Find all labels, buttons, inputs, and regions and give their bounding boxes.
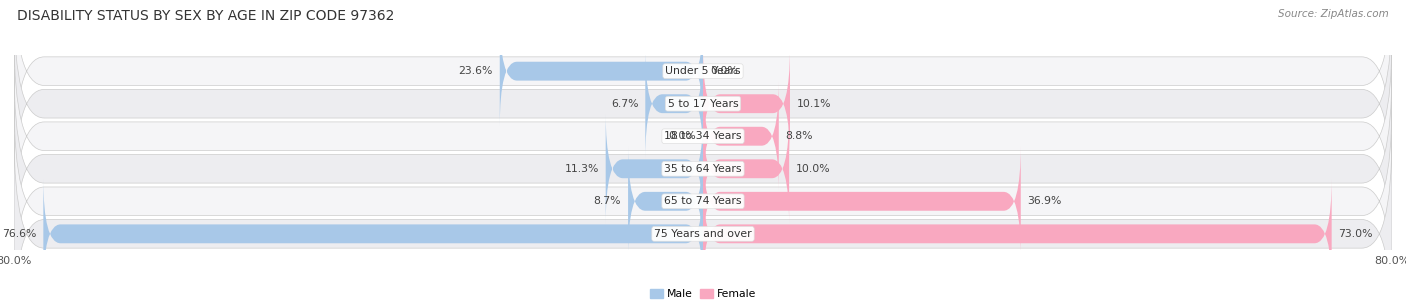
Text: Under 5 Years: Under 5 Years <box>665 66 741 76</box>
FancyBboxPatch shape <box>703 113 789 224</box>
FancyBboxPatch shape <box>14 0 1392 171</box>
FancyBboxPatch shape <box>14 37 1392 236</box>
Text: 35 to 64 Years: 35 to 64 Years <box>664 164 742 174</box>
FancyBboxPatch shape <box>44 178 703 289</box>
Text: 73.0%: 73.0% <box>1339 229 1374 239</box>
Text: 75 Years and over: 75 Years and over <box>654 229 752 239</box>
Text: 23.6%: 23.6% <box>458 66 494 76</box>
FancyBboxPatch shape <box>703 48 790 159</box>
Text: 18 to 34 Years: 18 to 34 Years <box>664 131 742 141</box>
Text: 0.0%: 0.0% <box>710 66 738 76</box>
FancyBboxPatch shape <box>703 81 779 192</box>
FancyBboxPatch shape <box>14 102 1392 301</box>
FancyBboxPatch shape <box>606 113 703 224</box>
Text: Source: ZipAtlas.com: Source: ZipAtlas.com <box>1278 9 1389 19</box>
FancyBboxPatch shape <box>645 48 703 159</box>
Legend: Male, Female: Male, Female <box>645 284 761 303</box>
Text: 6.7%: 6.7% <box>612 99 638 109</box>
Text: 8.8%: 8.8% <box>786 131 813 141</box>
Text: 8.7%: 8.7% <box>593 196 621 206</box>
Text: DISABILITY STATUS BY SEX BY AGE IN ZIP CODE 97362: DISABILITY STATUS BY SEX BY AGE IN ZIP C… <box>17 9 394 23</box>
FancyBboxPatch shape <box>499 16 703 127</box>
FancyBboxPatch shape <box>703 146 1021 257</box>
FancyBboxPatch shape <box>14 134 1392 305</box>
Text: 11.3%: 11.3% <box>564 164 599 174</box>
Text: 5 to 17 Years: 5 to 17 Years <box>668 99 738 109</box>
Text: 0.0%: 0.0% <box>668 131 696 141</box>
FancyBboxPatch shape <box>703 178 1331 289</box>
Text: 36.9%: 36.9% <box>1028 196 1062 206</box>
Text: 65 to 74 Years: 65 to 74 Years <box>664 196 742 206</box>
FancyBboxPatch shape <box>14 69 1392 268</box>
FancyBboxPatch shape <box>628 146 703 257</box>
Text: 76.6%: 76.6% <box>1 229 37 239</box>
Text: 10.0%: 10.0% <box>796 164 831 174</box>
FancyBboxPatch shape <box>14 4 1392 203</box>
Text: 10.1%: 10.1% <box>797 99 831 109</box>
